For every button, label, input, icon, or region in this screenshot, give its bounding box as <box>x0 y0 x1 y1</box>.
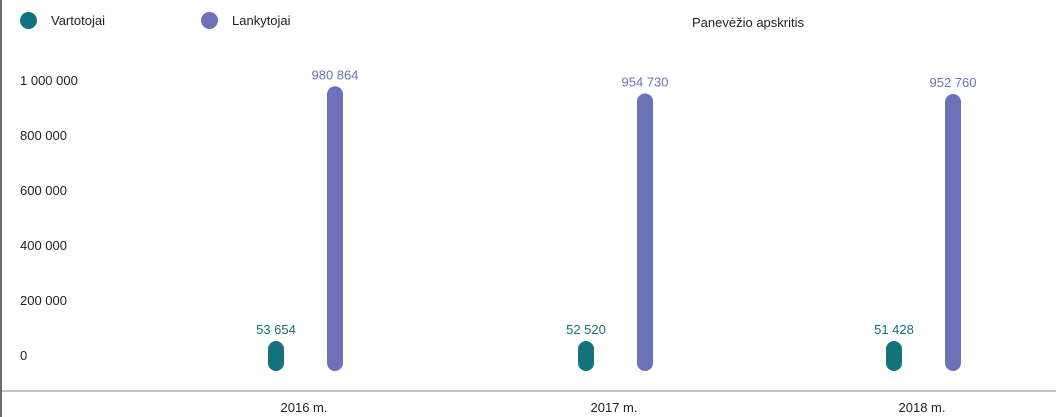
bar-vartotojai <box>268 341 284 371</box>
bar-vartotojai <box>578 341 594 371</box>
data-label: 51 428 <box>874 322 914 337</box>
data-label: 952 760 <box>930 75 977 90</box>
legend-label-vartotojai: Vartotojai <box>51 13 105 28</box>
left-border <box>0 0 2 417</box>
y-tick-label: 400 000 <box>20 238 67 253</box>
legend-dot-lankytojai <box>201 12 218 29</box>
x-tick-label: 2017 m. <box>591 400 638 415</box>
y-tick-label: 200 000 <box>20 293 67 308</box>
y-tick-label: 0 <box>20 348 27 363</box>
y-tick-label: 1 000 000 <box>20 73 78 88</box>
bar-lankytojai <box>327 86 343 372</box>
bar-lankytojai <box>945 93 961 371</box>
y-tick-label: 600 000 <box>20 183 67 198</box>
legend-item-lankytojai[interactable]: Lankytojai <box>201 12 291 29</box>
data-label: 52 520 <box>566 322 606 337</box>
legend-label-lankytojai: Lankytojai <box>232 13 291 28</box>
x-tick-label: 2016 m. <box>281 400 328 415</box>
legend-item-vartotojai[interactable]: Vartotojai <box>20 12 105 29</box>
x-tick-label: 2018 m. <box>899 400 946 415</box>
region-title: Panevėžio apskritis <box>692 15 804 30</box>
y-tick-label: 800 000 <box>20 128 67 143</box>
data-label: 53 654 <box>256 322 296 337</box>
bar-lankytojai <box>637 93 653 371</box>
bar-vartotojai <box>886 341 902 371</box>
data-label: 954 730 <box>622 74 669 89</box>
data-label: 980 864 <box>312 67 359 82</box>
legend-dot-vartotojai <box>20 12 37 29</box>
